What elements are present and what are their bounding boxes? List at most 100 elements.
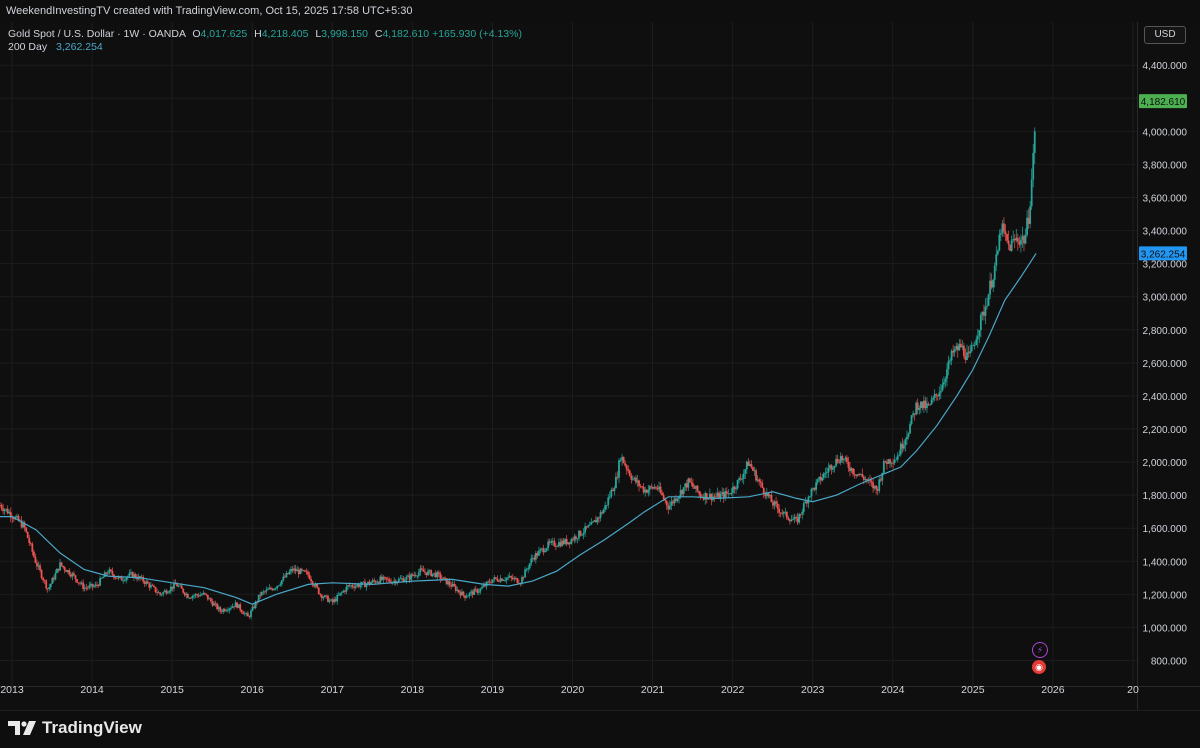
candle-body: [146, 581, 149, 584]
candle-body: [878, 479, 881, 491]
candle-body: [927, 403, 930, 405]
candle-body: [992, 279, 995, 288]
candle-body: [667, 505, 670, 510]
candle-body: [285, 573, 288, 578]
candle-body: [205, 593, 208, 596]
candle-body: [785, 511, 788, 519]
candle-body: [223, 609, 226, 612]
lightning-icon[interactable]: ⚡: [1032, 642, 1048, 658]
candle-body: [9, 512, 12, 518]
candle-body: [875, 485, 878, 490]
candle-body: [947, 360, 950, 370]
x-tick-label: 2015: [160, 684, 184, 696]
candle-body: [676, 498, 679, 502]
candle-body: [886, 462, 888, 464]
x-tick-label: 2022: [721, 684, 745, 696]
candle-body: [787, 518, 790, 520]
currency-button[interactable]: USD: [1144, 26, 1186, 44]
price-chart[interactable]: 800.000 1,000.000 1,200.000 1,400.000 1,600.…: [0, 22, 1200, 710]
x-tick-label: 2026: [1041, 684, 1065, 696]
candle-body: [958, 343, 961, 351]
candle-body: [983, 311, 985, 316]
candle-body: [963, 345, 965, 357]
candle-body: [570, 539, 573, 544]
y-tick-label: 1,800.000: [1143, 491, 1188, 502]
candle-body: [906, 436, 908, 440]
candle-body: [767, 492, 770, 497]
ohlc-row: Gold Spot / U.S. Dollar · 1W · OANDA O4,…: [8, 28, 522, 41]
candle-body: [2, 508, 4, 512]
candle-body: [741, 478, 744, 480]
candle-body: [993, 265, 996, 280]
candle-body: [86, 587, 89, 589]
candle-body: [687, 478, 690, 488]
candle-body: [721, 492, 724, 494]
candle-body: [185, 594, 188, 596]
candle-body: [915, 402, 918, 415]
candle-body: [541, 548, 543, 550]
candle-body: [607, 497, 610, 505]
candle-body: [593, 520, 596, 522]
candle-body: [621, 456, 623, 461]
tradingview-logo[interactable]: TradingView: [8, 718, 142, 738]
candle-body: [855, 474, 858, 476]
candle-body: [267, 589, 269, 591]
candle-body: [650, 486, 653, 488]
candle-body: [758, 479, 761, 482]
symbol-name[interactable]: Gold Spot / U.S. Dollar · 1W · OANDA: [8, 28, 186, 40]
close-value: 4,182.610: [382, 28, 430, 40]
candle-body: [159, 592, 162, 595]
candle-body: [661, 492, 664, 496]
candle-body: [12, 518, 15, 520]
candle-body: [695, 485, 697, 489]
candle-body: [693, 486, 696, 489]
candle-body: [491, 579, 494, 583]
candle-body: [799, 514, 802, 515]
candle-body: [536, 553, 539, 556]
candle-body: [850, 468, 853, 472]
candle-body: [981, 311, 984, 315]
candle-body: [1019, 239, 1022, 245]
candle-body: [462, 591, 465, 596]
candle-body: [348, 585, 351, 587]
candle-body: [807, 496, 810, 504]
candle-body: [165, 590, 168, 594]
candle-body: [895, 459, 898, 461]
candle-body: [558, 542, 560, 547]
candle-body: [521, 577, 523, 584]
candle-body: [893, 460, 896, 464]
candle-body: [809, 496, 811, 498]
candle-body: [131, 572, 134, 578]
candle-body: [490, 582, 493, 584]
ma-indicator-name[interactable]: 200 Day: [8, 41, 48, 53]
candle-body: [856, 474, 859, 476]
candle-body: [73, 573, 75, 576]
y-tick-label: 1,000.000: [1143, 623, 1188, 634]
chart-area[interactable]: 800.000 1,000.000 1,200.000 1,400.000 1,600.…: [0, 22, 1200, 710]
candle-body: [42, 578, 45, 581]
candle-body: [382, 576, 385, 580]
candle-body: [932, 397, 935, 400]
candle-body: [841, 456, 844, 461]
last-price-badge: 4,182.610: [1141, 97, 1186, 108]
candle-body: [738, 478, 741, 480]
candle-body: [388, 579, 391, 582]
candle-body: [327, 595, 329, 603]
x-tick-label: 2014: [80, 684, 104, 696]
candle-body: [639, 486, 642, 487]
candle-body: [970, 345, 973, 352]
candle-body: [253, 606, 255, 608]
flag-us-icon[interactable]: ◉: [1032, 660, 1046, 674]
candle-body: [998, 234, 1001, 251]
candle-body: [43, 580, 46, 582]
candle-body: [413, 575, 416, 576]
candle-body: [36, 562, 38, 567]
ma-price-badge-bg: [1139, 246, 1187, 261]
candle-body: [553, 540, 556, 546]
candle-body: [802, 503, 805, 512]
candle-body: [60, 562, 63, 566]
candle-body: [615, 476, 617, 489]
chart-legend: Gold Spot / U.S. Dollar · 1W · OANDA O4,…: [8, 28, 522, 54]
candle-body: [604, 505, 607, 510]
candle-body: [961, 345, 964, 348]
